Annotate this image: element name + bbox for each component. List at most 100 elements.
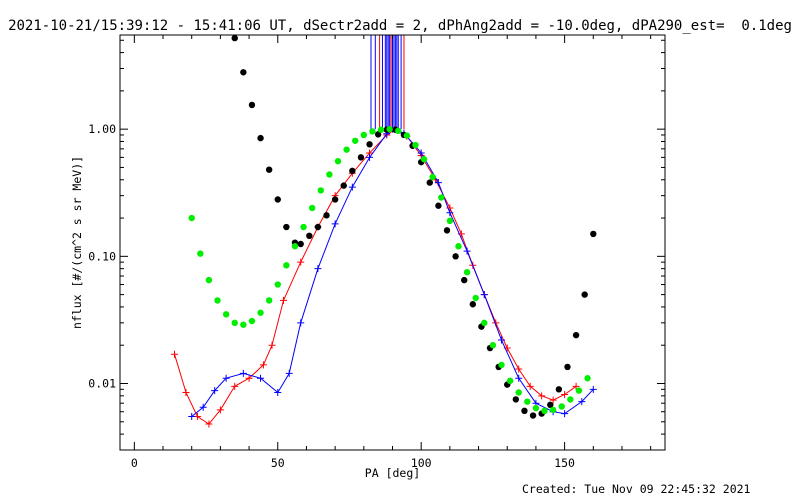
point-black-13 bbox=[340, 182, 347, 189]
point-blue-7 bbox=[285, 369, 293, 377]
point-green-16 bbox=[326, 171, 333, 178]
point-black-24 bbox=[435, 202, 442, 209]
series-line-blue bbox=[191, 128, 594, 417]
point-black-41 bbox=[581, 291, 588, 298]
point-black-8 bbox=[297, 240, 304, 248]
point-red-4 bbox=[216, 406, 224, 414]
point-red-10 bbox=[297, 258, 305, 266]
point-green-11 bbox=[283, 262, 290, 269]
point-black-10 bbox=[314, 223, 322, 231]
point-black-0 bbox=[231, 35, 238, 42]
point-green-15 bbox=[317, 187, 324, 194]
point-black-34 bbox=[521, 407, 528, 415]
point-green-17 bbox=[334, 157, 342, 165]
point-green-43 bbox=[558, 403, 565, 410]
point-green-13 bbox=[300, 223, 307, 231]
point-green-29 bbox=[438, 194, 445, 201]
point-blue-11 bbox=[348, 183, 356, 191]
point-green-1 bbox=[197, 250, 204, 257]
point-black-15 bbox=[357, 154, 365, 161]
point-black-3 bbox=[257, 134, 264, 142]
point-black-35 bbox=[529, 412, 537, 419]
data-layer bbox=[171, 35, 597, 428]
point-green-33 bbox=[472, 294, 479, 302]
point-green-42 bbox=[549, 406, 557, 414]
point-green-9 bbox=[265, 297, 273, 304]
point-green-30 bbox=[446, 217, 454, 225]
point-green-0 bbox=[188, 214, 195, 222]
x-tick-label-3: 150 bbox=[554, 456, 575, 470]
point-green-44 bbox=[567, 396, 574, 403]
point-red-31 bbox=[572, 382, 580, 390]
point-green-40 bbox=[532, 404, 540, 412]
point-red-3 bbox=[205, 420, 213, 428]
point-black-16 bbox=[366, 141, 373, 148]
point-blue-2 bbox=[211, 387, 219, 395]
axis-layer: 0 50 100 150 0.01 0.10 1.00 PA [deg] nflux [#/(c… bbox=[70, 34, 666, 480]
point-red-8 bbox=[268, 341, 276, 349]
series-line-red bbox=[174, 128, 577, 425]
point-black-38 bbox=[555, 386, 563, 393]
point-green-4 bbox=[222, 311, 230, 318]
point-green-41 bbox=[541, 407, 548, 415]
point-green-2 bbox=[205, 276, 213, 284]
point-blue-25 bbox=[561, 410, 569, 418]
point-red-26 bbox=[515, 365, 523, 373]
point-black-40 bbox=[572, 331, 580, 339]
point-blue-26 bbox=[578, 398, 586, 406]
point-red-5 bbox=[231, 382, 239, 390]
point-green-26 bbox=[412, 141, 419, 149]
point-blue-21 bbox=[498, 336, 505, 344]
point-blue-22 bbox=[515, 374, 523, 382]
point-green-38 bbox=[515, 389, 522, 396]
point-green-20 bbox=[360, 131, 368, 139]
point-blue-12 bbox=[366, 153, 374, 161]
point-green-18 bbox=[343, 146, 350, 153]
point-black-6 bbox=[283, 223, 290, 231]
point-green-28 bbox=[429, 173, 436, 181]
y-tick-label-2: 1.00 bbox=[88, 122, 116, 136]
point-green-5 bbox=[231, 319, 238, 327]
point-blue-20 bbox=[480, 291, 488, 299]
point-blue-5 bbox=[257, 374, 265, 382]
point-red-1 bbox=[182, 388, 190, 396]
point-black-9 bbox=[306, 232, 313, 240]
point-red-6 bbox=[245, 374, 253, 382]
point-green-8 bbox=[257, 309, 264, 316]
point-black-27 bbox=[461, 276, 468, 284]
point-green-6 bbox=[240, 321, 247, 328]
point-green-37 bbox=[506, 377, 514, 385]
point-red-0 bbox=[171, 350, 178, 358]
point-green-46 bbox=[584, 375, 591, 382]
point-black-28 bbox=[469, 301, 477, 308]
point-black-11 bbox=[323, 212, 330, 219]
point-black-26 bbox=[452, 253, 459, 260]
point-red-29 bbox=[549, 396, 557, 404]
point-green-3 bbox=[214, 297, 221, 304]
point-blue-17 bbox=[434, 179, 442, 187]
point-red-27 bbox=[526, 382, 534, 390]
y-tick-label-1: 0.10 bbox=[88, 249, 116, 263]
point-blue-1 bbox=[199, 403, 207, 411]
point-blue-0 bbox=[188, 413, 196, 421]
point-blue-10 bbox=[331, 220, 339, 228]
point-red-28 bbox=[538, 392, 546, 400]
point-green-14 bbox=[308, 204, 316, 212]
x-tick-label-2: 100 bbox=[411, 456, 432, 470]
point-green-10 bbox=[274, 281, 281, 288]
point-green-34 bbox=[481, 319, 488, 327]
chart-title: 2021-10-21/15:39:12 - 15:41:06 UT, dSect… bbox=[8, 18, 792, 34]
point-black-5 bbox=[274, 196, 281, 203]
point-blue-4 bbox=[239, 369, 247, 377]
point-black-12 bbox=[331, 196, 339, 203]
point-blue-6 bbox=[274, 388, 282, 396]
point-black-42 bbox=[590, 230, 597, 238]
point-blue-9 bbox=[314, 265, 322, 273]
x-tick-label-1: 50 bbox=[271, 456, 285, 470]
point-black-4 bbox=[265, 166, 273, 173]
point-green-22 bbox=[377, 126, 385, 133]
point-blue-16 bbox=[417, 149, 425, 157]
y-tick-label-0: 0.01 bbox=[88, 377, 116, 391]
point-green-27 bbox=[420, 156, 428, 163]
